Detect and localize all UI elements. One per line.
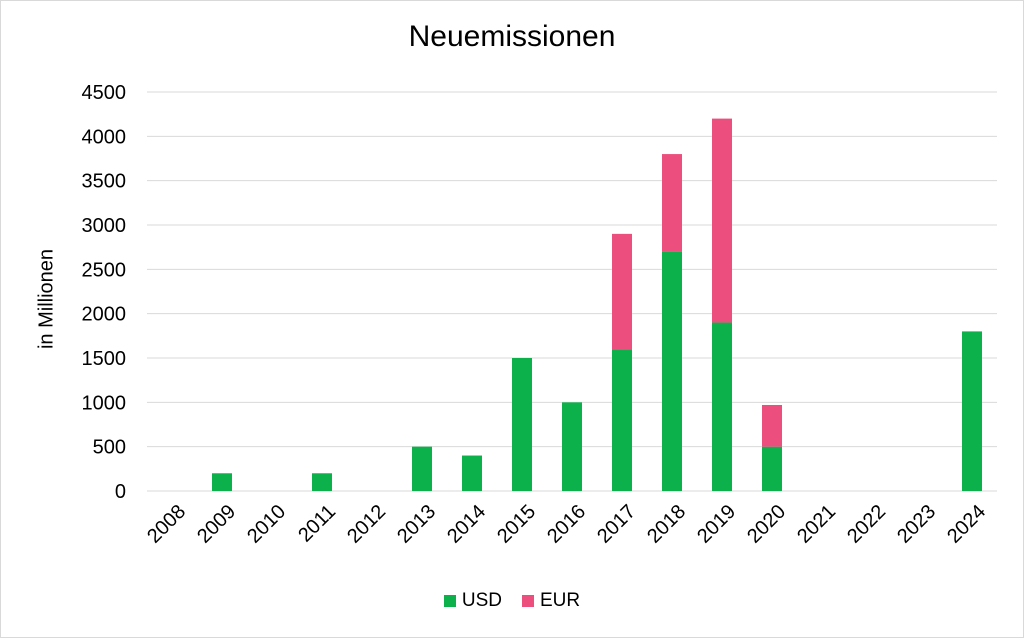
legend-label: EUR — [540, 590, 581, 611]
bar-eur-2017 — [612, 233, 632, 350]
x-tick-label: 2013 — [393, 501, 440, 548]
bar-usd-2014 — [462, 455, 482, 491]
y-tick-label: 0 — [115, 481, 126, 503]
y-tick-label: 500 — [93, 437, 126, 459]
x-tick-label: 2012 — [343, 501, 390, 548]
x-tick-label: 2011 — [294, 501, 340, 547]
x-tick-label: 2008 — [143, 501, 190, 548]
bar-usd-2011 — [312, 473, 332, 491]
x-tick-label: 2019 — [693, 501, 740, 548]
legend: USD EUR — [0, 590, 1024, 612]
legend-swatch — [522, 595, 534, 607]
bar-usd-2020 — [762, 446, 782, 491]
y-tick-label: 2000 — [82, 304, 127, 326]
bar-eur-2020 — [762, 404, 782, 447]
y-tick-label: 1500 — [82, 348, 127, 370]
x-tick-label: 2010 — [243, 501, 290, 548]
x-tick-label: 2014 — [443, 501, 490, 548]
x-tick-label: 2023 — [893, 501, 940, 548]
x-tick-label: 2021 — [793, 501, 840, 548]
bar-usd-2019 — [712, 322, 732, 491]
legend-swatch — [443, 595, 456, 607]
y-tick-label: 2500 — [82, 259, 127, 281]
x-tick-label: 2022 — [843, 501, 890, 548]
y-tick-label: 4500 — [82, 82, 127, 104]
bar-usd-2016 — [562, 402, 582, 491]
bar-eur-2019 — [712, 118, 732, 323]
x-tick-label: 2018 — [643, 501, 690, 548]
y-tick-label: 3500 — [82, 171, 127, 193]
x-tick-label: 2017 — [593, 501, 640, 548]
y-tick-label: 4000 — [82, 126, 127, 148]
legend-item-usd: USD — [443, 590, 502, 612]
legend-label: USD — [461, 590, 502, 611]
chart-title: Neuemissionen — [408, 20, 616, 53]
bar-usd-2013 — [412, 446, 432, 491]
x-tick-labels: 2008 2009 2010 2011 2012 2013 2014 2015 2016 2017… — [143, 501, 990, 548]
x-tick-label: 2020 — [743, 501, 790, 548]
y-tick-label: 1000 — [82, 392, 127, 414]
x-tick-label: 2024 — [943, 501, 990, 548]
x-tick-label: 2015 — [493, 501, 540, 548]
bar-eur-2018 — [662, 154, 682, 252]
bar-usd-2018 — [662, 251, 682, 491]
legend-item-eur: EUR — [522, 590, 580, 612]
bar-usd-2015 — [512, 358, 532, 491]
bar-usd-2024 — [962, 331, 982, 491]
bar-usd-2009 — [212, 473, 232, 491]
x-tick-label: 2009 — [193, 501, 240, 548]
bar-usd-2017 — [612, 349, 632, 491]
y-tick-labels: 0 500 1000 1500 2000 2500 3000 3500 4000 4500 — [82, 82, 127, 503]
x-tick-label: 2016 — [543, 501, 590, 548]
bars — [212, 118, 982, 491]
y-tick-label: 3000 — [82, 215, 127, 237]
